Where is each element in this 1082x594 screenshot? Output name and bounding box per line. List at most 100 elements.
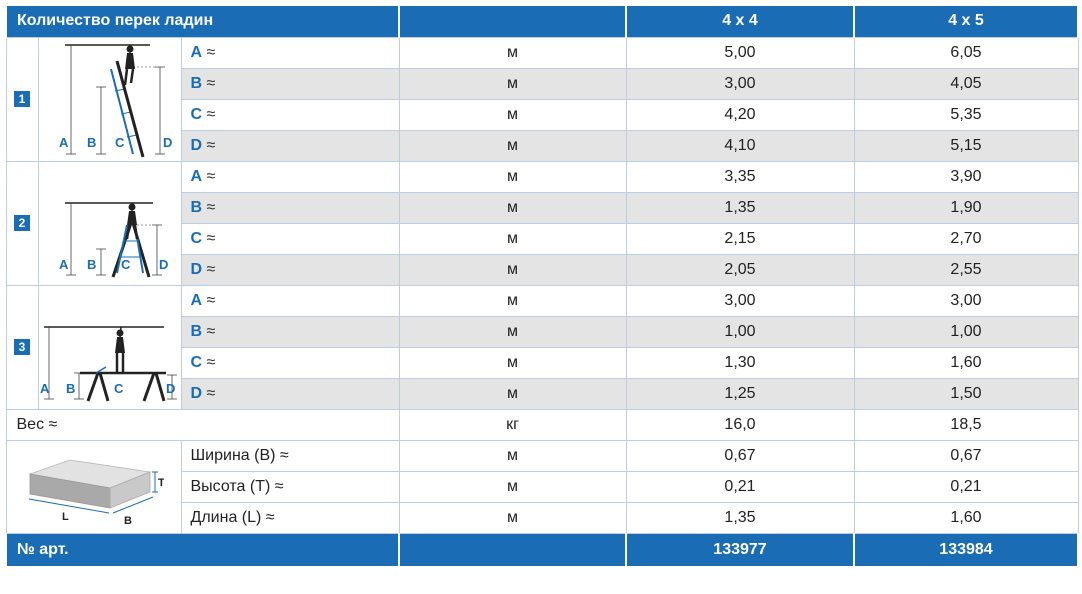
value-4x5: 2,70 <box>853 222 1079 255</box>
value-4x4: 3,00 <box>625 284 855 317</box>
diagram-label: C <box>115 135 125 150</box>
dimension-label: A ≈ <box>180 284 400 317</box>
header-unit-column <box>398 6 627 37</box>
diagram-label: B <box>87 257 96 272</box>
value-4x4: 0,67 <box>625 439 855 472</box>
header-column-4x4: 4 x 4 <box>625 6 855 37</box>
header-title: Количество перек ладин <box>5 6 400 37</box>
config-index-cell: 1 <box>5 36 39 162</box>
config-index-badge: 2 <box>14 215 30 231</box>
diagram-label: D <box>166 381 175 396</box>
article-number-4x4: 133977 <box>625 533 855 566</box>
unit-cell: м <box>398 284 627 317</box>
article-number-row: № арт. 133977 133984 <box>5 533 1079 566</box>
value-4x4: 1,00 <box>625 315 855 348</box>
value-4x4: 1,35 <box>625 501 855 534</box>
dimension-label: B ≈ <box>180 315 400 348</box>
header-column-4x5: 4 x 5 <box>853 6 1079 37</box>
unit-cell: м <box>398 36 627 69</box>
value-4x5: 18,5 <box>853 408 1079 441</box>
value-4x5: 4,05 <box>853 67 1079 100</box>
value-4x4: 3,00 <box>625 67 855 100</box>
unit-cell: м <box>398 98 627 131</box>
unit-cell: м <box>398 67 627 100</box>
scaffold-ladder-icon: A B C D <box>40 326 177 402</box>
config-index-badge: 1 <box>14 91 30 107</box>
value-4x5: 5,15 <box>853 129 1079 162</box>
package-box-icon: T L B <box>27 459 164 527</box>
table-row: D ≈ м 1,25 1,50 <box>6 377 1079 410</box>
unit-cell: м <box>398 129 627 162</box>
config-index-cell: 2 <box>5 160 39 286</box>
dimension-label: B ≈ <box>180 67 400 100</box>
unit-cell: кг <box>398 408 627 441</box>
unit-cell: м <box>398 315 627 348</box>
dimension-label: D ≈ <box>180 129 400 162</box>
value-4x4: 4,20 <box>625 98 855 131</box>
weight-label: Вес ≈ <box>5 408 400 441</box>
table-row: 1 <box>5 36 1079 162</box>
value-4x5: 0,67 <box>853 439 1079 472</box>
value-4x5: 0,21 <box>853 470 1079 503</box>
table-row: D ≈ м 2,05 2,55 <box>6 253 1079 286</box>
ladder-spec-table: Количество перек ладин 4 x 4 4 x 5 1 <box>5 6 1079 566</box>
unit-cell: м <box>398 439 627 472</box>
value-4x4: 3,35 <box>625 160 855 193</box>
diagram-label: A <box>59 135 69 150</box>
value-4x5: 1,00 <box>853 315 1079 348</box>
ladder-config-2-diagram: A B C D <box>37 160 182 286</box>
table-row: T L B Ширина (B) ≈ м 0,67 0,67 <box>5 439 1079 534</box>
value-4x4: 0,21 <box>625 470 855 503</box>
table-row: 2 <box>5 160 1079 286</box>
value-4x4: 2,15 <box>625 222 855 255</box>
value-4x5: 1,50 <box>853 377 1079 410</box>
diagram-label: A <box>59 257 69 272</box>
a-frame-ladder-icon: A B C D <box>59 202 168 278</box>
diagram-label: D <box>163 135 172 150</box>
diagram-label: L <box>62 511 69 523</box>
dimension-label: C ≈ <box>180 346 400 379</box>
value-4x4: 1,25 <box>625 377 855 410</box>
article-number-label: № арт. <box>5 533 400 566</box>
dimension-label: D ≈ <box>180 377 400 410</box>
table-row: B ≈ м 3,00 4,05 <box>6 67 1079 100</box>
table-row: D ≈ м 4,10 5,15 <box>6 129 1079 162</box>
unit-cell: м <box>398 501 627 534</box>
table-row: Длина (L) ≈ м 1,35 1,60 <box>6 501 1079 534</box>
unit-cell: м <box>398 470 627 503</box>
dimension-label: B ≈ <box>180 191 400 224</box>
diagram-label: C <box>114 381 124 396</box>
diagram-label: B <box>66 381 75 396</box>
diagram-label: T <box>158 477 164 489</box>
ladder-config-1-diagram: A B C D <box>37 36 182 162</box>
leaning-ladder-icon: A B C D <box>59 44 172 158</box>
value-4x5: 6,05 <box>853 36 1079 69</box>
table-row: C ≈ м 1,30 1,60 <box>6 346 1079 379</box>
value-4x5: 2,55 <box>853 253 1079 286</box>
header-row: Количество перек ладин 4 x 4 4 x 5 <box>5 6 1079 37</box>
value-4x5: 1,90 <box>853 191 1079 224</box>
value-4x5: 5,35 <box>853 98 1079 131</box>
ladder-config-3-diagram: A B C D <box>37 284 182 410</box>
footer-unit-column <box>398 533 627 566</box>
value-4x5: 3,00 <box>853 284 1079 317</box>
value-4x4: 4,10 <box>625 129 855 162</box>
value-4x4: 16,0 <box>625 408 855 441</box>
diagram-label: B <box>87 135 96 150</box>
value-4x4: 1,30 <box>625 346 855 379</box>
dimension-label: C ≈ <box>180 98 400 131</box>
dimension-label: A ≈ <box>180 160 400 193</box>
diagram-label: C <box>121 257 131 272</box>
config-index-cell: 3 <box>5 284 39 410</box>
dimension-label: Ширина (B) ≈ <box>180 439 400 472</box>
table-row: 3 <box>5 284 1079 410</box>
dimension-label: Длина (L) ≈ <box>180 501 400 534</box>
unit-cell: м <box>398 222 627 255</box>
weight-row: Вес ≈ кг 16,0 18,5 <box>5 408 1079 441</box>
unit-cell: м <box>398 346 627 379</box>
value-4x5: 1,60 <box>853 346 1079 379</box>
dimension-label: C ≈ <box>180 222 400 255</box>
unit-cell: м <box>398 160 627 193</box>
dimension-label: Высота (T) ≈ <box>180 470 400 503</box>
